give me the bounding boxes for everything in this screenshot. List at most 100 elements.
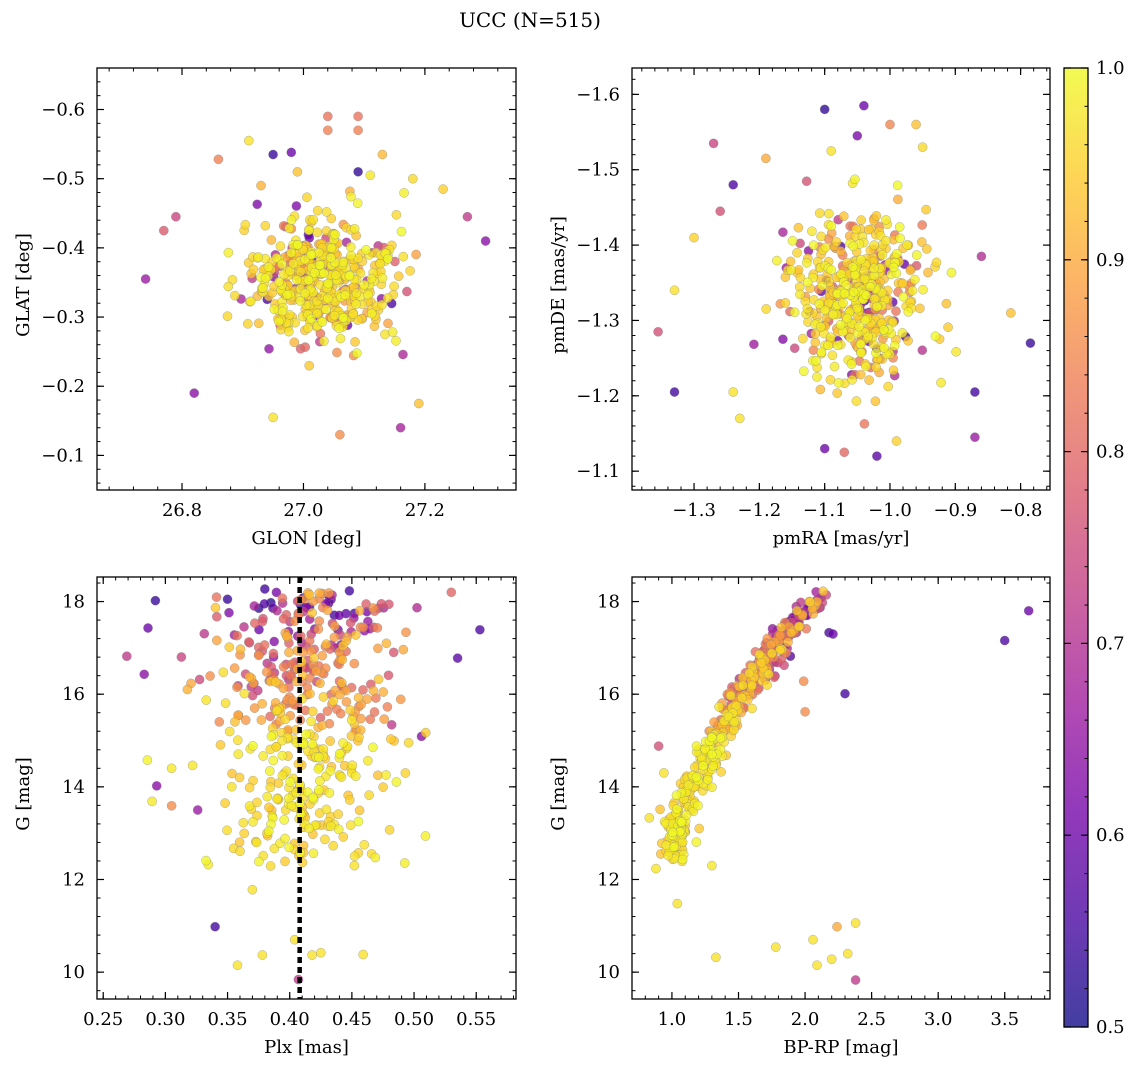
data-point (366, 308, 377, 319)
data-point (681, 810, 692, 820)
data-point (789, 307, 800, 318)
y-tick-label: 18 (597, 592, 620, 613)
data-point (349, 223, 360, 234)
data-point (264, 802, 274, 813)
data-point (333, 809, 344, 820)
data-point (808, 934, 818, 945)
data-point (402, 286, 412, 297)
data-point (918, 284, 928, 295)
data-point (362, 694, 372, 704)
data-point (346, 191, 356, 202)
data-point (382, 702, 393, 712)
minor-ticks (632, 68, 1050, 490)
data-point (235, 846, 245, 857)
x-tick-label: 3.0 (924, 1009, 953, 1030)
data-point (251, 837, 262, 848)
data-point (249, 601, 260, 611)
panel-glon-glat: 26.8 27.0 27.2 −0.1 −0.2 −0.3 −0.4 −0.5 −0.6 GLON… (13, 67, 517, 549)
data-point (277, 593, 288, 604)
data-point (936, 377, 946, 388)
data-point (363, 755, 373, 766)
data-point (856, 254, 866, 265)
y-tick-label: 12 (597, 869, 620, 890)
data-point (220, 798, 230, 808)
data-point (387, 327, 398, 337)
data-point (894, 222, 905, 232)
data-point (292, 239, 303, 250)
data-point (819, 104, 830, 115)
data-point (917, 220, 928, 230)
data-point (838, 298, 848, 308)
data-point (336, 772, 347, 782)
data-point (1025, 338, 1036, 348)
data-point (317, 650, 328, 661)
data-point (344, 271, 355, 281)
data-point (372, 623, 383, 633)
data-point (851, 396, 862, 406)
data-point (210, 921, 220, 932)
data-point (860, 315, 871, 326)
data-point (832, 340, 843, 351)
data-point (345, 242, 356, 252)
colorbar: 0.5 0.6 0.7 0.8 0.9 1.0 (1063, 58, 1125, 1038)
data-point (366, 273, 377, 284)
data-point (651, 863, 661, 874)
data-point (438, 184, 448, 194)
data-point (909, 274, 920, 285)
data-point (319, 336, 329, 346)
y-axis-label: G [mag] (13, 757, 34, 830)
data-point (676, 817, 687, 827)
data-point (262, 791, 273, 802)
data-point (329, 632, 340, 643)
y-tick-label: 16 (597, 684, 620, 705)
y-tick-label: −0.6 (41, 100, 85, 121)
data-point (277, 259, 287, 270)
data-point (378, 687, 389, 697)
data-point (338, 257, 348, 268)
data-point (826, 146, 837, 156)
data-point (285, 777, 296, 787)
data-point (142, 755, 153, 765)
data-point (744, 668, 755, 679)
data-point (166, 800, 177, 811)
x-tick-label: 2.0 (791, 1009, 820, 1030)
data-point (309, 653, 319, 663)
data-point (792, 247, 802, 258)
colorbar-tick-label: 1.0 (1096, 58, 1125, 79)
data-point (359, 839, 370, 850)
data-point (706, 732, 717, 743)
data-point (247, 884, 258, 895)
data-point (385, 734, 396, 744)
scatter-points (140, 111, 491, 440)
data-point (143, 623, 153, 633)
y-tick-label: −0.3 (41, 307, 85, 328)
minor-ticks (97, 577, 516, 999)
data-point (306, 250, 317, 260)
scatter-points (644, 586, 1034, 985)
data-point (725, 690, 736, 701)
data-point (801, 176, 812, 187)
data-point (354, 605, 365, 616)
data-point (770, 942, 781, 952)
data-point (364, 790, 374, 800)
data-point (761, 304, 772, 314)
data-point (970, 387, 980, 397)
data-point (689, 232, 699, 243)
data-point (911, 119, 921, 130)
data-point (864, 375, 874, 385)
data-point (334, 748, 345, 759)
data-point (222, 825, 232, 836)
data-point (413, 398, 424, 409)
data-point (259, 584, 270, 594)
data-point (286, 147, 297, 158)
data-point (359, 279, 369, 290)
data-point (793, 222, 804, 233)
data-point (756, 657, 767, 668)
data-point (691, 741, 702, 751)
data-point (856, 215, 867, 225)
data-point (943, 322, 953, 333)
x-tick-label: −0.9 (933, 500, 977, 521)
data-point (698, 760, 708, 771)
data-point (823, 340, 833, 351)
data-point (923, 267, 933, 278)
